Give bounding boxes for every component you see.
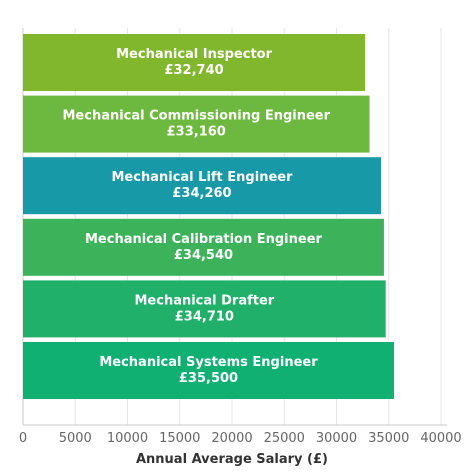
x-tick-label: 10000: [107, 431, 148, 446]
bar-group: Mechanical Inspector£32,740: [23, 34, 366, 91]
bar-category-label: Mechanical Calibration Engineer: [85, 232, 323, 247]
x-tick-label: 5000: [59, 431, 92, 446]
bar-category-label: Mechanical Commissioning Engineer: [62, 109, 330, 124]
bar: [23, 95, 370, 153]
bar-category-label: Mechanical Drafter: [134, 293, 274, 308]
bar-group: Mechanical Lift Engineer£34,260: [23, 157, 382, 215]
bar-value-label: £35,500: [179, 371, 238, 386]
bar-category-label: Mechanical Inspector: [116, 47, 272, 62]
bar-group: Mechanical Systems Engineer£35,500: [23, 342, 394, 399]
x-tick-label: 35000: [368, 431, 409, 446]
bar-value-label: £34,260: [172, 186, 231, 201]
bar-value-label: £33,160: [167, 125, 226, 140]
bar-category-label: Mechanical Lift Engineer: [112, 170, 294, 185]
x-tick-label: 25000: [264, 431, 305, 446]
x-tick-label: 40000: [420, 431, 461, 446]
bar-value-label: £32,740: [164, 63, 223, 78]
bar: [23, 342, 394, 399]
x-tick-label: 20000: [211, 431, 252, 446]
x-tick-label: 30000: [316, 431, 357, 446]
bar-category-label: Mechanical Systems Engineer: [99, 355, 318, 370]
bar: [23, 280, 386, 338]
bar: [23, 157, 382, 215]
bar: [23, 34, 366, 91]
bar-group: Mechanical Calibration Engineer£34,540: [23, 218, 384, 276]
x-tick-label: 0: [19, 431, 27, 446]
bar-value-label: £34,710: [175, 309, 234, 324]
x-axis-title: Annual Average Salary (£): [136, 452, 328, 467]
x-tick-label: 15000: [159, 431, 200, 446]
bar: [23, 218, 384, 276]
bar-value-label: £34,540: [174, 248, 233, 263]
bar-group: Mechanical Drafter£34,710: [23, 280, 386, 338]
bar-group: Mechanical Commissioning Engineer£33,160: [23, 95, 370, 153]
x-axis-ticks: 0 5000 10000 15000 20000 25000 30000 35000 40000: [19, 431, 462, 446]
